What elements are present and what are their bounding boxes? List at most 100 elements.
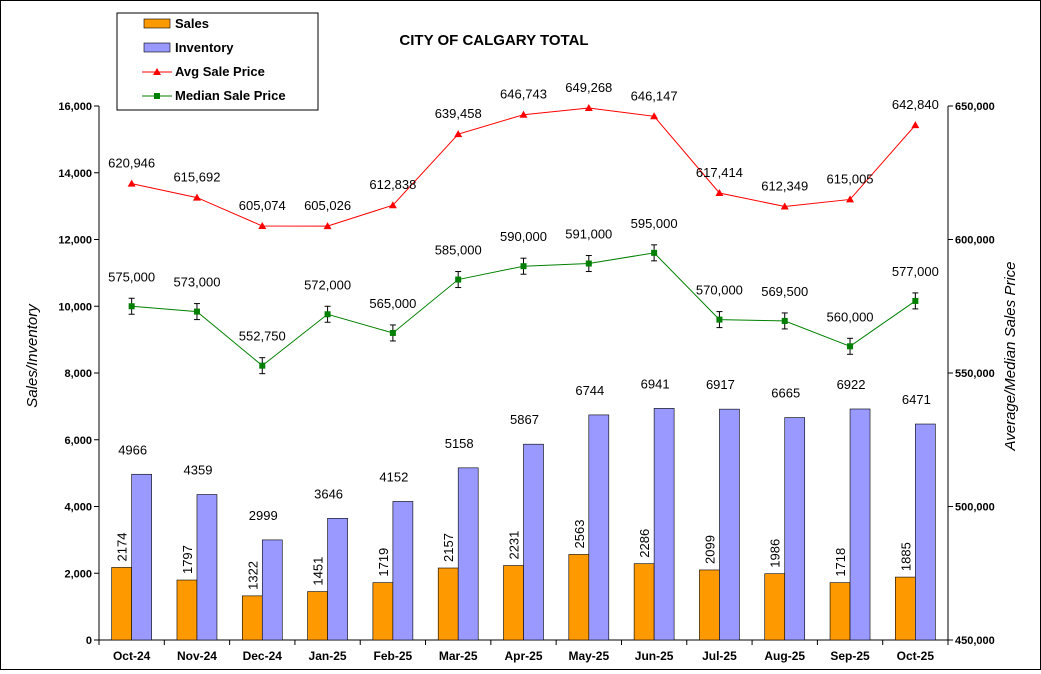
sales-data-label: 1986: [768, 539, 783, 568]
median-price-marker: [455, 276, 462, 283]
inventory-data-label: 3646: [314, 486, 343, 501]
inventory-data-label: 6917: [706, 377, 735, 392]
legend-box: [116, 12, 319, 111]
inventory-bar: [915, 423, 936, 641]
x-tick-label: Jul-25: [702, 649, 737, 663]
median-price-data-label: 573,000: [173, 275, 220, 290]
y-right-tick-label: 550,000: [955, 368, 995, 380]
y-right-tick-label: 500,000: [955, 502, 995, 514]
y-left-tick-label: 16,000: [58, 101, 92, 113]
sales-bar: [241, 595, 263, 641]
inventory-bar: [784, 417, 806, 641]
avg-price-data-label: 649,268: [565, 80, 612, 95]
sales-bar: [437, 567, 459, 641]
legend-label-inventory: Inventory: [175, 40, 234, 55]
median-price-data-label: 590,000: [500, 229, 547, 244]
avg-price-data-label: 646,743: [500, 87, 547, 102]
sales-bar: [503, 565, 524, 641]
x-tick-label: Mar-25: [439, 649, 478, 663]
avg-price-marker: [258, 221, 267, 229]
inventory-bar: [261, 539, 283, 641]
sales-data-label: 2286: [637, 529, 652, 558]
avg-price-data-label: 639,458: [435, 106, 482, 121]
sales-data-label: 1718: [833, 548, 848, 577]
legend-marker-median: [154, 93, 160, 99]
sales-bar: [568, 554, 590, 641]
y-right-tick-label: 600,000: [955, 235, 995, 247]
inventory-bar: [588, 414, 610, 641]
median-price-data-label: 595,000: [631, 216, 678, 231]
sales-bar: [764, 573, 786, 641]
median-price-marker: [520, 263, 527, 270]
legend-swatch-sales: [143, 18, 171, 29]
inventory-data-label: 6744: [575, 383, 604, 398]
avg-price-marker: [650, 112, 659, 120]
sales-bar: [699, 569, 720, 641]
sales-bar: [895, 576, 916, 641]
median-price-marker: [585, 260, 592, 267]
sales-bar: [176, 579, 198, 641]
avg-price-marker: [519, 110, 528, 118]
sales-data-label: 1322: [245, 561, 260, 590]
median-price-data-label: 565,000: [369, 296, 416, 311]
sales-bar: [829, 582, 851, 641]
median-price-marker: [716, 316, 723, 323]
avg-price-marker: [127, 179, 136, 187]
y-left-tick-label: 14,000: [58, 168, 92, 180]
sales-bar: [372, 582, 394, 641]
y-right-tick-label: 450,000: [955, 635, 995, 647]
median-price-data-label: 577,000: [892, 264, 939, 279]
median-price-data-label: 569,500: [761, 284, 808, 299]
lines-group: [127, 103, 920, 375]
y-left-tick-label: 10,000: [58, 301, 92, 313]
median-price-marker: [324, 311, 331, 318]
avg-price-data-label: 617,414: [696, 165, 743, 180]
inventory-bar: [849, 408, 871, 641]
median-price-data-label: 552,750: [239, 329, 286, 344]
inventory-data-label: 2999: [249, 508, 278, 523]
median-price-marker: [781, 317, 788, 324]
sales-data-label: 1719: [376, 548, 391, 577]
legend-label-avg: Avg Sale Price: [175, 64, 265, 79]
x-tick-label: Feb-25: [374, 649, 413, 663]
sales-data-label: 2174: [115, 533, 130, 562]
median-price-marker: [847, 343, 854, 350]
median-price-data-label: 570,000: [696, 283, 743, 298]
sales-bar: [111, 567, 132, 641]
inventory-bar: [457, 467, 479, 641]
x-tick-label: Jan-25: [309, 649, 347, 663]
median-price-marker: [912, 297, 919, 304]
x-tick-label: Aug-25: [764, 649, 805, 663]
median-price-marker: [651, 249, 658, 256]
inventory-data-label: 6665: [771, 386, 800, 401]
avg-price-data-label: 612,838: [369, 177, 416, 192]
legend-marker-avg: [153, 68, 161, 75]
chart-title: CITY OF CALGARY TOTAL: [399, 32, 588, 49]
x-tick-label: Dec-24: [243, 649, 283, 663]
x-tick-label: Oct-24: [113, 649, 151, 663]
median-price-marker: [389, 329, 396, 336]
y-left-tick-label: 8,000: [64, 368, 92, 380]
inventory-data-label: 6922: [837, 377, 866, 392]
avg-price-marker: [584, 103, 593, 111]
sales-data-label: 2157: [441, 533, 456, 562]
sales-data-label: 1451: [311, 557, 326, 586]
avg-price-marker: [780, 202, 789, 210]
inventory-bar: [719, 408, 740, 641]
inventory-data-label: 6471: [902, 392, 931, 407]
x-tick-label: May-25: [568, 649, 609, 663]
y-left-tick-label: 4,000: [64, 502, 92, 514]
x-tick-label: Apr-25: [504, 649, 542, 663]
inventory-bar: [327, 518, 348, 641]
inventory-bar: [131, 473, 152, 641]
avg-price-data-label: 642,840: [892, 97, 939, 112]
avg-price-data-label: 615,005: [827, 171, 874, 186]
avg-price-data-label: 605,026: [304, 198, 351, 213]
x-tick-label: Oct-25: [897, 649, 935, 663]
legend: Sales Inventory Avg Sale Price Median Sa…: [116, 12, 319, 111]
avg-price-data-label: 605,074: [239, 198, 286, 213]
inventory-bar: [653, 408, 675, 641]
avg-price-marker: [911, 121, 920, 129]
sales-data-label: 1797: [180, 545, 195, 574]
